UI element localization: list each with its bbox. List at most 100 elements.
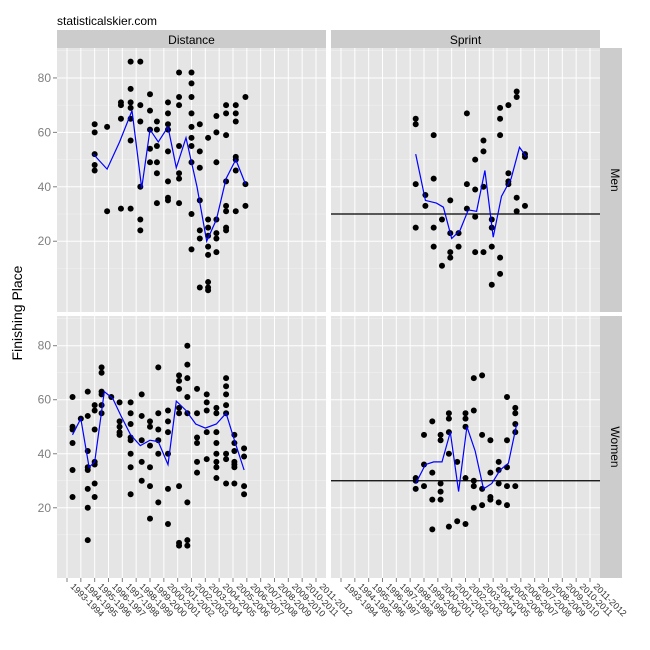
- data-point: [470, 477, 477, 484]
- data-point: [138, 477, 145, 484]
- data-point: [495, 480, 502, 487]
- data-point: [98, 391, 105, 398]
- data-point: [430, 175, 437, 182]
- data-point: [470, 375, 477, 382]
- data-point: [69, 466, 76, 473]
- data-point: [438, 262, 445, 269]
- y-tick-label: 40: [38, 447, 52, 461]
- data-point: [184, 394, 191, 401]
- data-point: [69, 439, 76, 446]
- data-point: [117, 205, 124, 212]
- data-point: [176, 102, 183, 109]
- data-point: [138, 437, 145, 444]
- data-point: [447, 197, 454, 204]
- data-point: [184, 361, 191, 368]
- data-point: [462, 410, 469, 417]
- data-point: [137, 118, 144, 125]
- data-point: [203, 391, 210, 398]
- data-point: [412, 115, 419, 122]
- data-point: [205, 134, 212, 141]
- data-point: [429, 469, 436, 476]
- data-point: [455, 230, 462, 237]
- mean-line: [415, 423, 518, 492]
- data-point: [127, 491, 134, 498]
- data-point: [127, 85, 134, 92]
- data-point: [138, 458, 145, 465]
- data-point: [505, 102, 512, 109]
- data-point: [223, 456, 230, 463]
- data-point: [196, 284, 203, 291]
- data-point: [164, 429, 171, 436]
- data-point: [164, 418, 171, 425]
- data-point: [164, 121, 171, 128]
- data-point: [194, 469, 201, 476]
- data-point: [127, 58, 134, 65]
- data-point: [155, 450, 162, 457]
- data-point: [497, 254, 504, 261]
- data-point: [422, 202, 429, 209]
- facet-label-sprint: Sprint: [450, 33, 482, 47]
- data-point: [472, 156, 479, 163]
- data-point: [223, 450, 230, 457]
- data-point: [147, 483, 153, 490]
- data-point: [479, 431, 486, 438]
- data-point: [421, 431, 427, 438]
- data-point: [155, 499, 162, 506]
- data-point: [430, 243, 437, 250]
- data-point: [147, 464, 153, 471]
- data-point: [421, 461, 427, 468]
- data-point: [232, 102, 239, 109]
- data-point: [463, 181, 470, 188]
- data-point: [188, 80, 195, 87]
- data-point: [513, 194, 520, 201]
- data-point: [176, 142, 183, 149]
- data-point: [127, 104, 134, 111]
- data-point: [69, 493, 76, 500]
- data-point: [454, 458, 461, 465]
- data-point: [137, 102, 144, 109]
- data-point: [188, 211, 195, 218]
- data-point: [223, 208, 230, 215]
- data-point: [176, 175, 183, 182]
- data-point: [241, 445, 248, 452]
- y-tick-label: 40: [38, 180, 52, 194]
- data-point: [155, 410, 162, 417]
- data-point: [213, 475, 220, 482]
- data-point: [127, 437, 134, 444]
- data-point: [513, 88, 520, 95]
- data-point: [512, 404, 519, 411]
- data-point: [127, 410, 134, 417]
- data-point: [176, 93, 183, 100]
- data-point: [164, 407, 171, 414]
- data-point: [213, 230, 220, 237]
- data-point: [480, 148, 487, 155]
- data-point: [147, 423, 153, 430]
- data-point: [223, 375, 230, 382]
- data-point: [480, 137, 487, 144]
- data-point: [91, 162, 98, 169]
- data-point: [91, 407, 98, 414]
- data-point: [164, 520, 171, 527]
- data-point: [495, 458, 502, 465]
- data-point: [213, 129, 220, 136]
- data-point: [153, 170, 160, 177]
- data-point: [91, 426, 98, 433]
- data-point: [188, 123, 195, 130]
- data-point: [155, 426, 162, 433]
- data-point: [164, 485, 171, 492]
- data-point: [196, 121, 203, 128]
- data-point: [223, 391, 230, 398]
- data-point: [488, 281, 495, 288]
- data-point: [164, 148, 171, 155]
- data-point: [513, 93, 520, 100]
- data-point: [445, 450, 452, 457]
- data-point: [188, 246, 195, 253]
- data-point: [504, 464, 510, 471]
- data-point: [127, 421, 134, 428]
- data-point: [164, 178, 171, 185]
- data-point: [495, 499, 502, 506]
- data-point: [232, 118, 239, 125]
- data-point: [147, 442, 153, 449]
- data-point: [205, 224, 212, 231]
